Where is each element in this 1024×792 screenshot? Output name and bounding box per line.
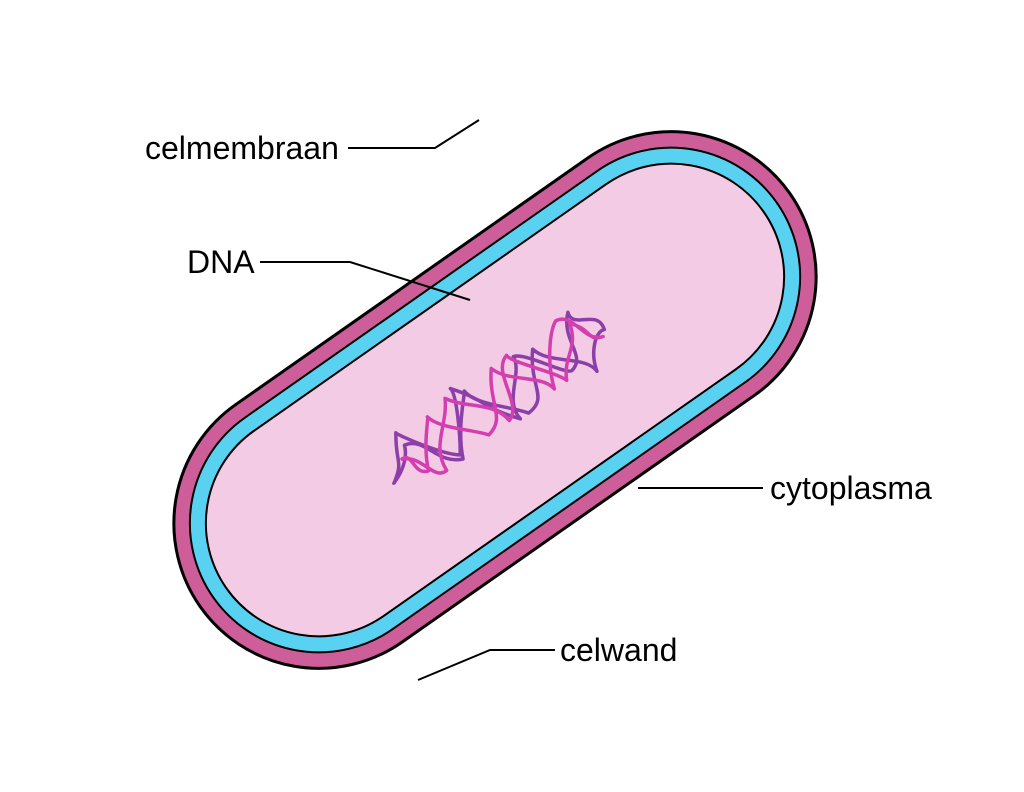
leader-line-celmembraan	[348, 120, 479, 148]
label-dna: DNA	[187, 244, 255, 281]
label-cytoplasma: cytoplasma	[770, 470, 932, 507]
label-celmembraan: celmembraan	[145, 130, 339, 167]
bacterium-cell	[117, 75, 873, 726]
leader-line-celwand	[418, 650, 555, 680]
label-celwand: celwand	[560, 632, 677, 669]
